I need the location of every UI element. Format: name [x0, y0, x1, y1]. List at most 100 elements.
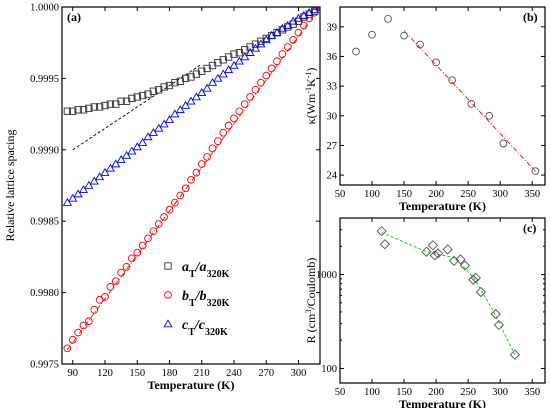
data-point-triangle [250, 43, 261, 52]
y-tick-label: 0.9990 [30, 145, 59, 156]
x-tick-label: 270 [258, 368, 274, 379]
legend-text: c [182, 318, 189, 333]
x-tick-label: 150 [396, 387, 412, 398]
data-point-circle [128, 254, 136, 263]
data-point-triangle [127, 146, 137, 155]
data-point-circle [485, 111, 494, 120]
data-point-circle [117, 268, 125, 277]
plot-frame [61, 6, 321, 365]
data-point-circle [352, 47, 360, 56]
x-tick-label: 100 [364, 189, 380, 200]
x-tick-label: 300 [291, 368, 307, 379]
data-point-triangle [207, 77, 218, 86]
legend-text: b [182, 289, 189, 304]
data-point-square [181, 74, 190, 83]
data-point-triangle [143, 132, 153, 141]
data-point-circle [246, 93, 254, 101]
legend-text: /a [195, 260, 207, 275]
data-point-triangle [89, 176, 99, 185]
y-tick-label: 0.9975 [30, 360, 59, 371]
panel-1: 50 100 150 200 250 300 350 24 27 30 33 36 39 Temperat… [304, 6, 546, 213]
data-point-diamond [442, 244, 453, 255]
legend-label: aT/a320K [182, 260, 230, 280]
data-point-circle [531, 167, 540, 176]
data-point-triangle [95, 172, 105, 181]
data-point-square [85, 104, 93, 113]
data-point-circle [144, 234, 152, 243]
data-point-diamond [475, 286, 487, 298]
y-tick-label: 0.9995 [30, 74, 59, 85]
legend-subscript: 320K [207, 298, 230, 309]
data-point-triangle [84, 180, 94, 189]
data-point-circle [214, 137, 222, 146]
data-point-square [133, 93, 141, 101]
plot-frame [339, 6, 546, 186]
y-tick-label: 100 [321, 364, 337, 375]
data-point-circle [74, 328, 82, 337]
data-point-triangle [68, 193, 78, 202]
data-point-circle [85, 317, 93, 326]
panel-label: (c) [523, 221, 536, 235]
panel-label: (a) [67, 10, 81, 24]
plot-frame [339, 217, 546, 384]
data-point-triangle [62, 197, 72, 206]
data-point-circle [171, 198, 179, 207]
data-point-diamond [421, 246, 432, 257]
data-point-triangle [181, 100, 191, 109]
data-point-circle [133, 248, 142, 257]
fit-line [403, 30, 536, 172]
y-label-text: κ(Wm [304, 93, 318, 124]
x-tick-label: 250 [460, 189, 476, 200]
y-tick-label: 24 [327, 171, 338, 182]
x-tick-label: 350 [524, 387, 540, 398]
panel-2: 50 100 150 200 250 300 350 100 1000 Temperature (… [304, 217, 546, 408]
data-point-triangle [164, 115, 175, 124]
y-tick-label: 0.9980 [30, 288, 59, 299]
data-point-triangle [111, 159, 121, 168]
y-tick-label: 39 [327, 22, 338, 33]
x-tick-label: 200 [428, 387, 444, 398]
x-tick-label: 50 [335, 189, 346, 200]
data-point-triangle [170, 109, 180, 118]
data-point-triangle [256, 39, 266, 48]
data-point-square [149, 87, 158, 95]
data-point-square [63, 107, 72, 115]
data-point-circle [219, 128, 228, 137]
data-point-diamond [427, 240, 439, 251]
data-point-circle [278, 50, 287, 58]
data-point-circle [240, 100, 249, 108]
data-point-triangle [138, 137, 148, 146]
legend-subscript: T [189, 298, 196, 309]
data-point-triangle [191, 92, 201, 101]
data-point-square [230, 50, 238, 58]
legend-subscript: T [188, 327, 195, 338]
legend-label: bT/b320K [182, 289, 230, 309]
data-point-triangle [240, 52, 250, 61]
y-label-text: ) [304, 68, 318, 72]
x-axis-label: Temperature (K) [399, 397, 486, 408]
x-tick-label: 250 [460, 387, 476, 398]
data-point-circle [68, 335, 77, 344]
data-point-diamond [468, 274, 479, 285]
data-point-triangle [213, 73, 223, 82]
data-point-diamond [509, 349, 521, 360]
data-point-circle [273, 57, 281, 66]
data-point-triangle [234, 56, 244, 65]
data-point-circle [294, 28, 303, 37]
data-point-circle [192, 168, 201, 177]
data-point-square [171, 79, 179, 87]
y-tick-label: 30 [327, 111, 338, 122]
data-point-diamond [432, 248, 444, 259]
x-tick-label: 180 [162, 368, 178, 379]
legend-subscript: T [189, 269, 196, 280]
y-label-text: K [304, 78, 318, 87]
x-tick-label: 300 [492, 189, 508, 200]
data-point-triangle [116, 155, 126, 164]
x-tick-label: 50 [335, 387, 346, 398]
data-point-circle [300, 21, 308, 30]
legend-marker [163, 319, 173, 328]
data-point-circle [230, 114, 238, 123]
data-point-triangle [272, 28, 282, 36]
y-label-superscript: -1 [304, 72, 313, 79]
data-point-circle [187, 175, 195, 184]
